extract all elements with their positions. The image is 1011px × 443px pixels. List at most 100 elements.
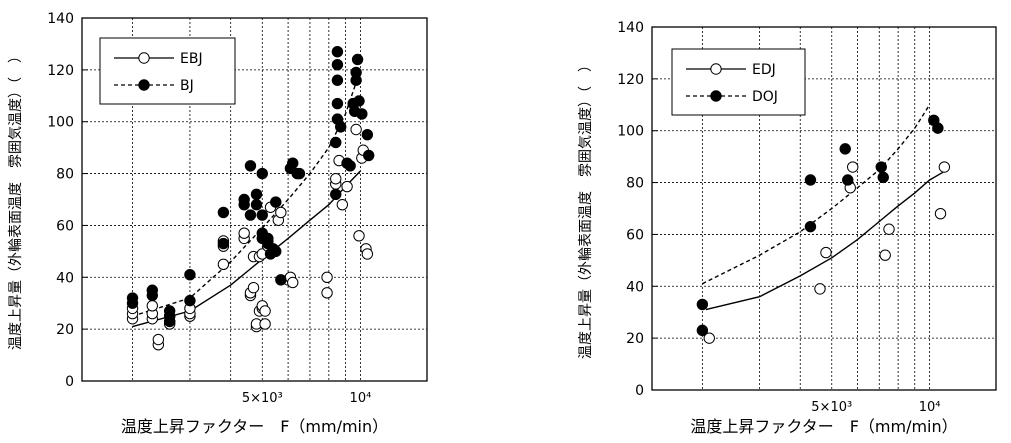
legend-marker-doj: [710, 90, 722, 102]
data-point-doj: [804, 174, 817, 186]
data-point-bj: [287, 157, 299, 169]
data-point-bj: [293, 167, 306, 180]
legend-marker-edj: [710, 63, 722, 75]
data-point-bj: [331, 74, 344, 86]
legend-label-bj: BJ: [180, 78, 194, 94]
y-tick-label: 60: [626, 227, 644, 243]
y-tick-label: 140: [617, 20, 644, 36]
y-tick-label: 120: [47, 63, 74, 79]
legend-label-edj: EDJ: [752, 62, 776, 78]
data-point-doj: [842, 174, 854, 186]
data-point-edj: [820, 246, 832, 259]
fit-line-doj: [702, 104, 931, 285]
x-tick-label: 5×10³: [811, 400, 852, 415]
x-axis-label: 温度上昇ファクター F（mm/min）: [121, 417, 388, 436]
data-point-ebj: [275, 206, 287, 219]
chart-right: 0 20 40 60 80 100 120 140 5×10³ 10⁴ 温度上昇量（外輪表面温度 雰…: [577, 20, 997, 436]
data-point-edj: [879, 249, 891, 261]
data-point-ebj: [361, 248, 374, 260]
data-point-bj: [350, 66, 362, 79]
data-point-bj: [126, 292, 139, 304]
data-point-doj: [932, 122, 944, 134]
data-point-bj: [244, 160, 257, 172]
x-tick-label: 10⁴: [350, 391, 372, 406]
legend-marker-bj: [138, 79, 150, 91]
data-point-bj: [217, 206, 230, 219]
data-point-bj: [250, 198, 263, 211]
data-point-bj: [362, 149, 375, 162]
data-point-bj: [356, 108, 368, 120]
data-point-edj: [934, 207, 947, 220]
data-point-edj: [883, 223, 895, 235]
legend-box: [671, 48, 806, 116]
data-point-bj: [262, 232, 274, 245]
data-point-bj: [256, 209, 268, 221]
data-point-ebj: [341, 180, 353, 193]
data-point-ebj: [350, 123, 362, 136]
data-point-bj: [330, 188, 342, 201]
data-point-bj: [163, 305, 176, 317]
y-tick-label: 20: [626, 331, 644, 347]
data-point-ebj: [238, 227, 250, 239]
x-axis-label: 温度上昇ファクター F（mm/min）: [690, 417, 957, 436]
legend-marker-ebj: [138, 52, 150, 64]
data-point-bj: [353, 95, 365, 107]
y-axis-label: 温度上昇量（外輪表面温度 雰囲気温度）（ ）: [577, 58, 594, 359]
data-point-ebj: [217, 258, 230, 271]
y-tick-label: 0: [65, 374, 74, 390]
data-point-bj: [351, 53, 364, 66]
data-point-ebj: [259, 318, 271, 330]
data-point-bj: [244, 209, 257, 221]
plot-frame: [81, 17, 428, 382]
x-tick-label: 5×10³: [242, 391, 283, 406]
data-point-bj: [361, 128, 374, 141]
data-point-edj: [814, 283, 826, 295]
data-point-bj: [270, 245, 282, 258]
data-point-bj: [146, 284, 159, 296]
data-point-ebj: [321, 287, 333, 299]
x-tick-label: 10⁴: [919, 400, 941, 415]
legend: EBJ BJ: [99, 37, 236, 105]
y-tick-label: 120: [617, 72, 644, 88]
y-tick-label: 100: [617, 124, 644, 140]
y-tick-label: 40: [56, 270, 74, 286]
data-point-bj: [331, 46, 344, 58]
plot-frame: [651, 26, 997, 391]
data-point-ebj: [287, 276, 299, 289]
data-point-ebj: [146, 300, 159, 312]
data-point-bj: [184, 268, 196, 281]
data-point-bj: [335, 121, 347, 133]
data-point-ebj: [336, 198, 349, 211]
data-point-doj: [839, 143, 851, 155]
data-point-bj: [331, 58, 344, 71]
data-point-ebj: [353, 230, 365, 242]
data-point-edj: [703, 332, 715, 344]
data-point-ebj: [247, 281, 260, 294]
data-point-doj: [877, 171, 889, 184]
y-tick-label: 80: [56, 167, 74, 183]
data-point-ebj: [321, 271, 333, 283]
data-point-doj: [696, 298, 709, 311]
data-point-ebj: [259, 305, 271, 317]
data-point-bj: [217, 237, 230, 250]
data-point-doj: [875, 161, 887, 173]
data-point-bj: [330, 136, 342, 149]
y-tick-label: 40: [626, 279, 644, 295]
data-point-bj: [331, 97, 344, 110]
data-point-bj: [250, 188, 263, 201]
legend: EDJ DOJ: [671, 48, 806, 116]
y-tick-label: 60: [56, 218, 74, 234]
data-point-bj: [270, 196, 282, 208]
data-point-bj: [344, 160, 356, 172]
y-tick-label: 20: [56, 322, 74, 338]
data-point-bj: [256, 167, 268, 180]
data-point-edj: [847, 161, 859, 173]
legend-label-doj: DOJ: [752, 89, 778, 105]
data-point-ebj: [330, 173, 342, 185]
y-tick-label: 80: [626, 176, 644, 192]
data-point-doj: [804, 220, 817, 233]
legend-label-ebj: EBJ: [180, 51, 203, 67]
y-tick-label: 140: [47, 11, 74, 27]
data-point-bj: [184, 294, 196, 307]
